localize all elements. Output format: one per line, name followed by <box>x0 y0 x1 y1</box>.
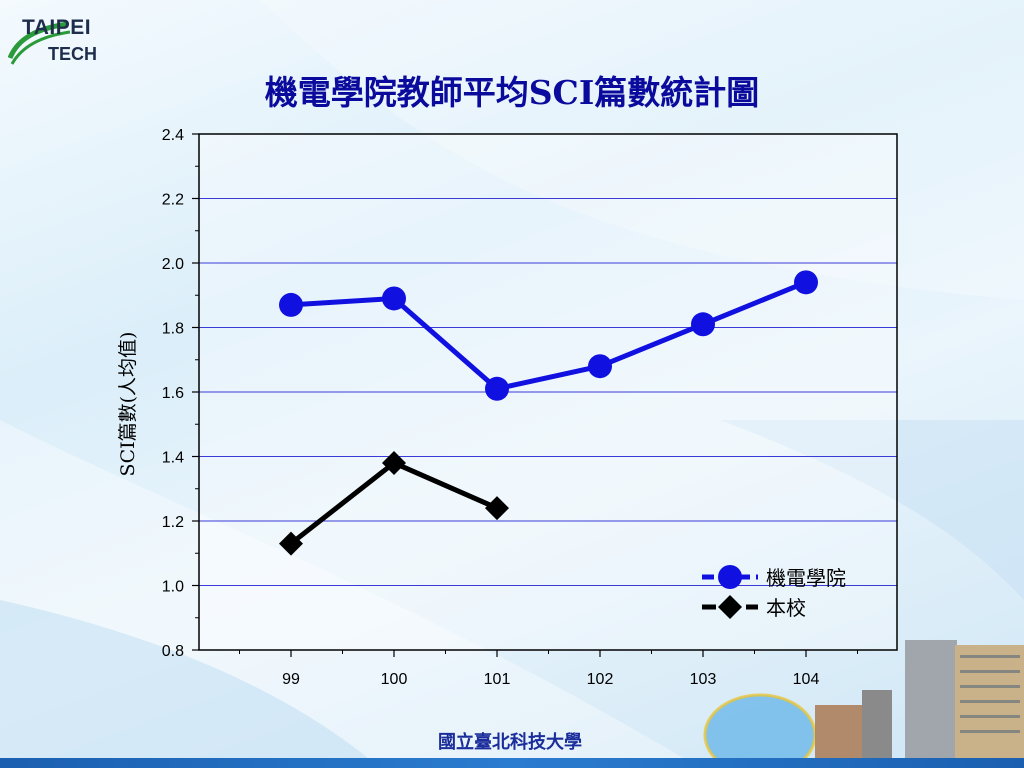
y-tick-label: 1.8 <box>162 321 184 338</box>
taipei-tech-logo: TAIPEI TECH <box>8 8 108 70</box>
x-tick-label: 104 <box>793 671 820 688</box>
series-line <box>290 280 807 392</box>
data-point <box>279 292 303 317</box>
y-tick-label: 1.0 <box>162 579 184 596</box>
chart-title: 機電學院教師平均SCI篇數統計圖 <box>264 73 760 112</box>
legend-label: 機電學院 <box>766 567 846 590</box>
legend-marker <box>718 565 742 589</box>
data-point <box>588 354 612 379</box>
x-tick-label: 102 <box>587 671 614 688</box>
x-tick-label: 103 <box>690 671 717 688</box>
logo-line1: TAIPEI <box>22 16 92 39</box>
y-tick-label: 2.4 <box>162 127 184 144</box>
y-tick-label: 2.0 <box>162 256 184 273</box>
logo-line2: TECH <box>48 44 97 64</box>
data-point <box>279 531 303 556</box>
data-point <box>485 376 509 401</box>
y-tick-label: 1.6 <box>162 385 184 402</box>
x-tick-label: 100 <box>381 671 408 688</box>
data-point <box>382 450 406 475</box>
x-tick-label: 101 <box>484 671 511 688</box>
legend-label: 本校 <box>766 597 806 620</box>
data-point <box>794 270 818 295</box>
y-tick-label: 0.8 <box>162 643 184 660</box>
legend-marker <box>718 595 742 619</box>
data-point <box>485 496 509 521</box>
footer-university-name: 國立臺北科技大學 <box>438 732 582 753</box>
data-point <box>382 286 406 311</box>
y-tick-label: 2.2 <box>162 192 184 209</box>
y-tick-label: 1.4 <box>162 450 184 467</box>
y-tick-label: 1.2 <box>162 514 184 531</box>
bottom-bar <box>0 758 1024 768</box>
data-point <box>691 312 715 337</box>
y-axis-label: SCI篇數(人均值) <box>117 332 139 477</box>
x-tick-label: 99 <box>282 671 300 688</box>
